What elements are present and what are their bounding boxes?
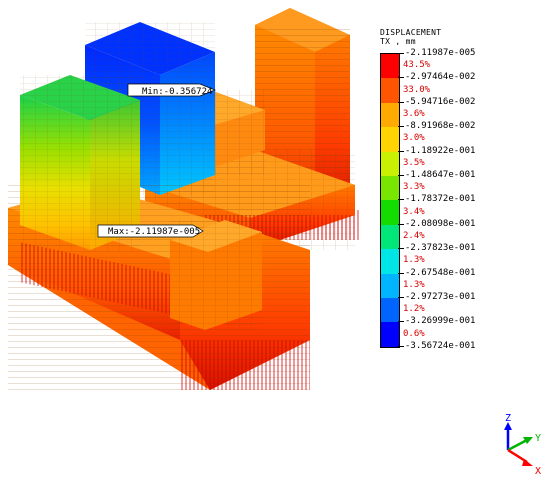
axis-z-label: Z <box>505 413 511 424</box>
legend-value: -1.48647e-001 <box>405 170 476 180</box>
legend-tick <box>398 101 404 103</box>
max-label: Max:-2.11987e-005 <box>108 227 200 237</box>
legend-percent: 3.0% <box>403 133 425 144</box>
legend-swatch <box>381 224 399 250</box>
legend-tick <box>398 248 404 250</box>
tower-tall <box>20 75 140 250</box>
legend-swatch <box>381 127 399 153</box>
legend-tick <box>398 223 404 225</box>
legend-percent: 1.2% <box>403 304 425 315</box>
legend-tick <box>398 150 404 152</box>
legend-value: -2.67548e-001 <box>405 267 476 278</box>
legend-tick <box>398 272 404 274</box>
legend-value: -5.94716e-002 <box>405 96 476 107</box>
legend-swatch <box>381 298 399 323</box>
legend-value: -2.11987e-005 <box>405 48 476 58</box>
legend-swatch <box>381 151 399 177</box>
legend-title-block: DISPLACEMENT TX , mm <box>380 28 441 46</box>
legend-value: -3.56724e-001 <box>405 340 476 351</box>
legend-title: DISPLACEMENT <box>380 28 442 37</box>
legend-swatch <box>381 322 399 348</box>
axis-x-label: X <box>535 466 541 477</box>
min-label: Min:-0.356724 <box>142 87 212 97</box>
legend-tick <box>398 297 404 298</box>
legend-swatch <box>381 78 399 104</box>
legend-percent: 1.3% <box>403 255 425 266</box>
legend-swatch <box>381 54 399 79</box>
legend-tick <box>398 126 404 128</box>
legend-subtitle: TX , mm <box>380 37 416 46</box>
legend-swatch <box>381 200 399 226</box>
axis-triad: Z Y X <box>504 413 541 477</box>
legend-percent: 1.3% <box>403 279 425 290</box>
legend-swatch <box>381 273 399 299</box>
legend-value: -1.18922e-001 <box>405 145 476 156</box>
axis-y-label: Y <box>535 433 541 444</box>
legend-tick <box>398 199 404 201</box>
legend-percent: 43.5% <box>403 60 431 71</box>
legend-percent: 2.4% <box>403 231 425 241</box>
legend-value: -8.91968e-002 <box>405 121 476 132</box>
legend-value: -1.78372e-001 <box>405 194 476 205</box>
legend-tick <box>398 321 404 323</box>
legend-tick <box>398 345 404 347</box>
legend-tick <box>398 77 404 79</box>
legend-tick <box>398 175 404 176</box>
legend-percent: 3.5% <box>403 157 425 168</box>
legend-value: -2.97464e-002 <box>405 72 476 83</box>
legend-swatch <box>381 102 399 128</box>
front-block <box>170 220 262 330</box>
legend-value: -3.26999e-001 <box>405 316 476 327</box>
legend-percent: 3.3% <box>403 182 425 193</box>
legend-swatch <box>381 176 399 201</box>
legend-percent: 0.6% <box>403 328 425 339</box>
legend-value: -2.08098e-001 <box>405 218 476 229</box>
legend-color-bar <box>380 53 400 348</box>
legend-percent: 33.0% <box>403 84 431 95</box>
legend-percent: 3.6% <box>403 109 425 119</box>
min-callout: Min:-0.356724 <box>127 83 216 97</box>
legend-value: -2.97273e-001 <box>405 292 476 302</box>
legend-tick <box>398 53 404 54</box>
legend-percent: 3.4% <box>403 206 425 217</box>
max-callout: Max:-2.11987e-005 <box>97 224 204 238</box>
legend-swatch <box>381 249 399 275</box>
legend-value: -2.37823e-001 <box>405 243 476 254</box>
